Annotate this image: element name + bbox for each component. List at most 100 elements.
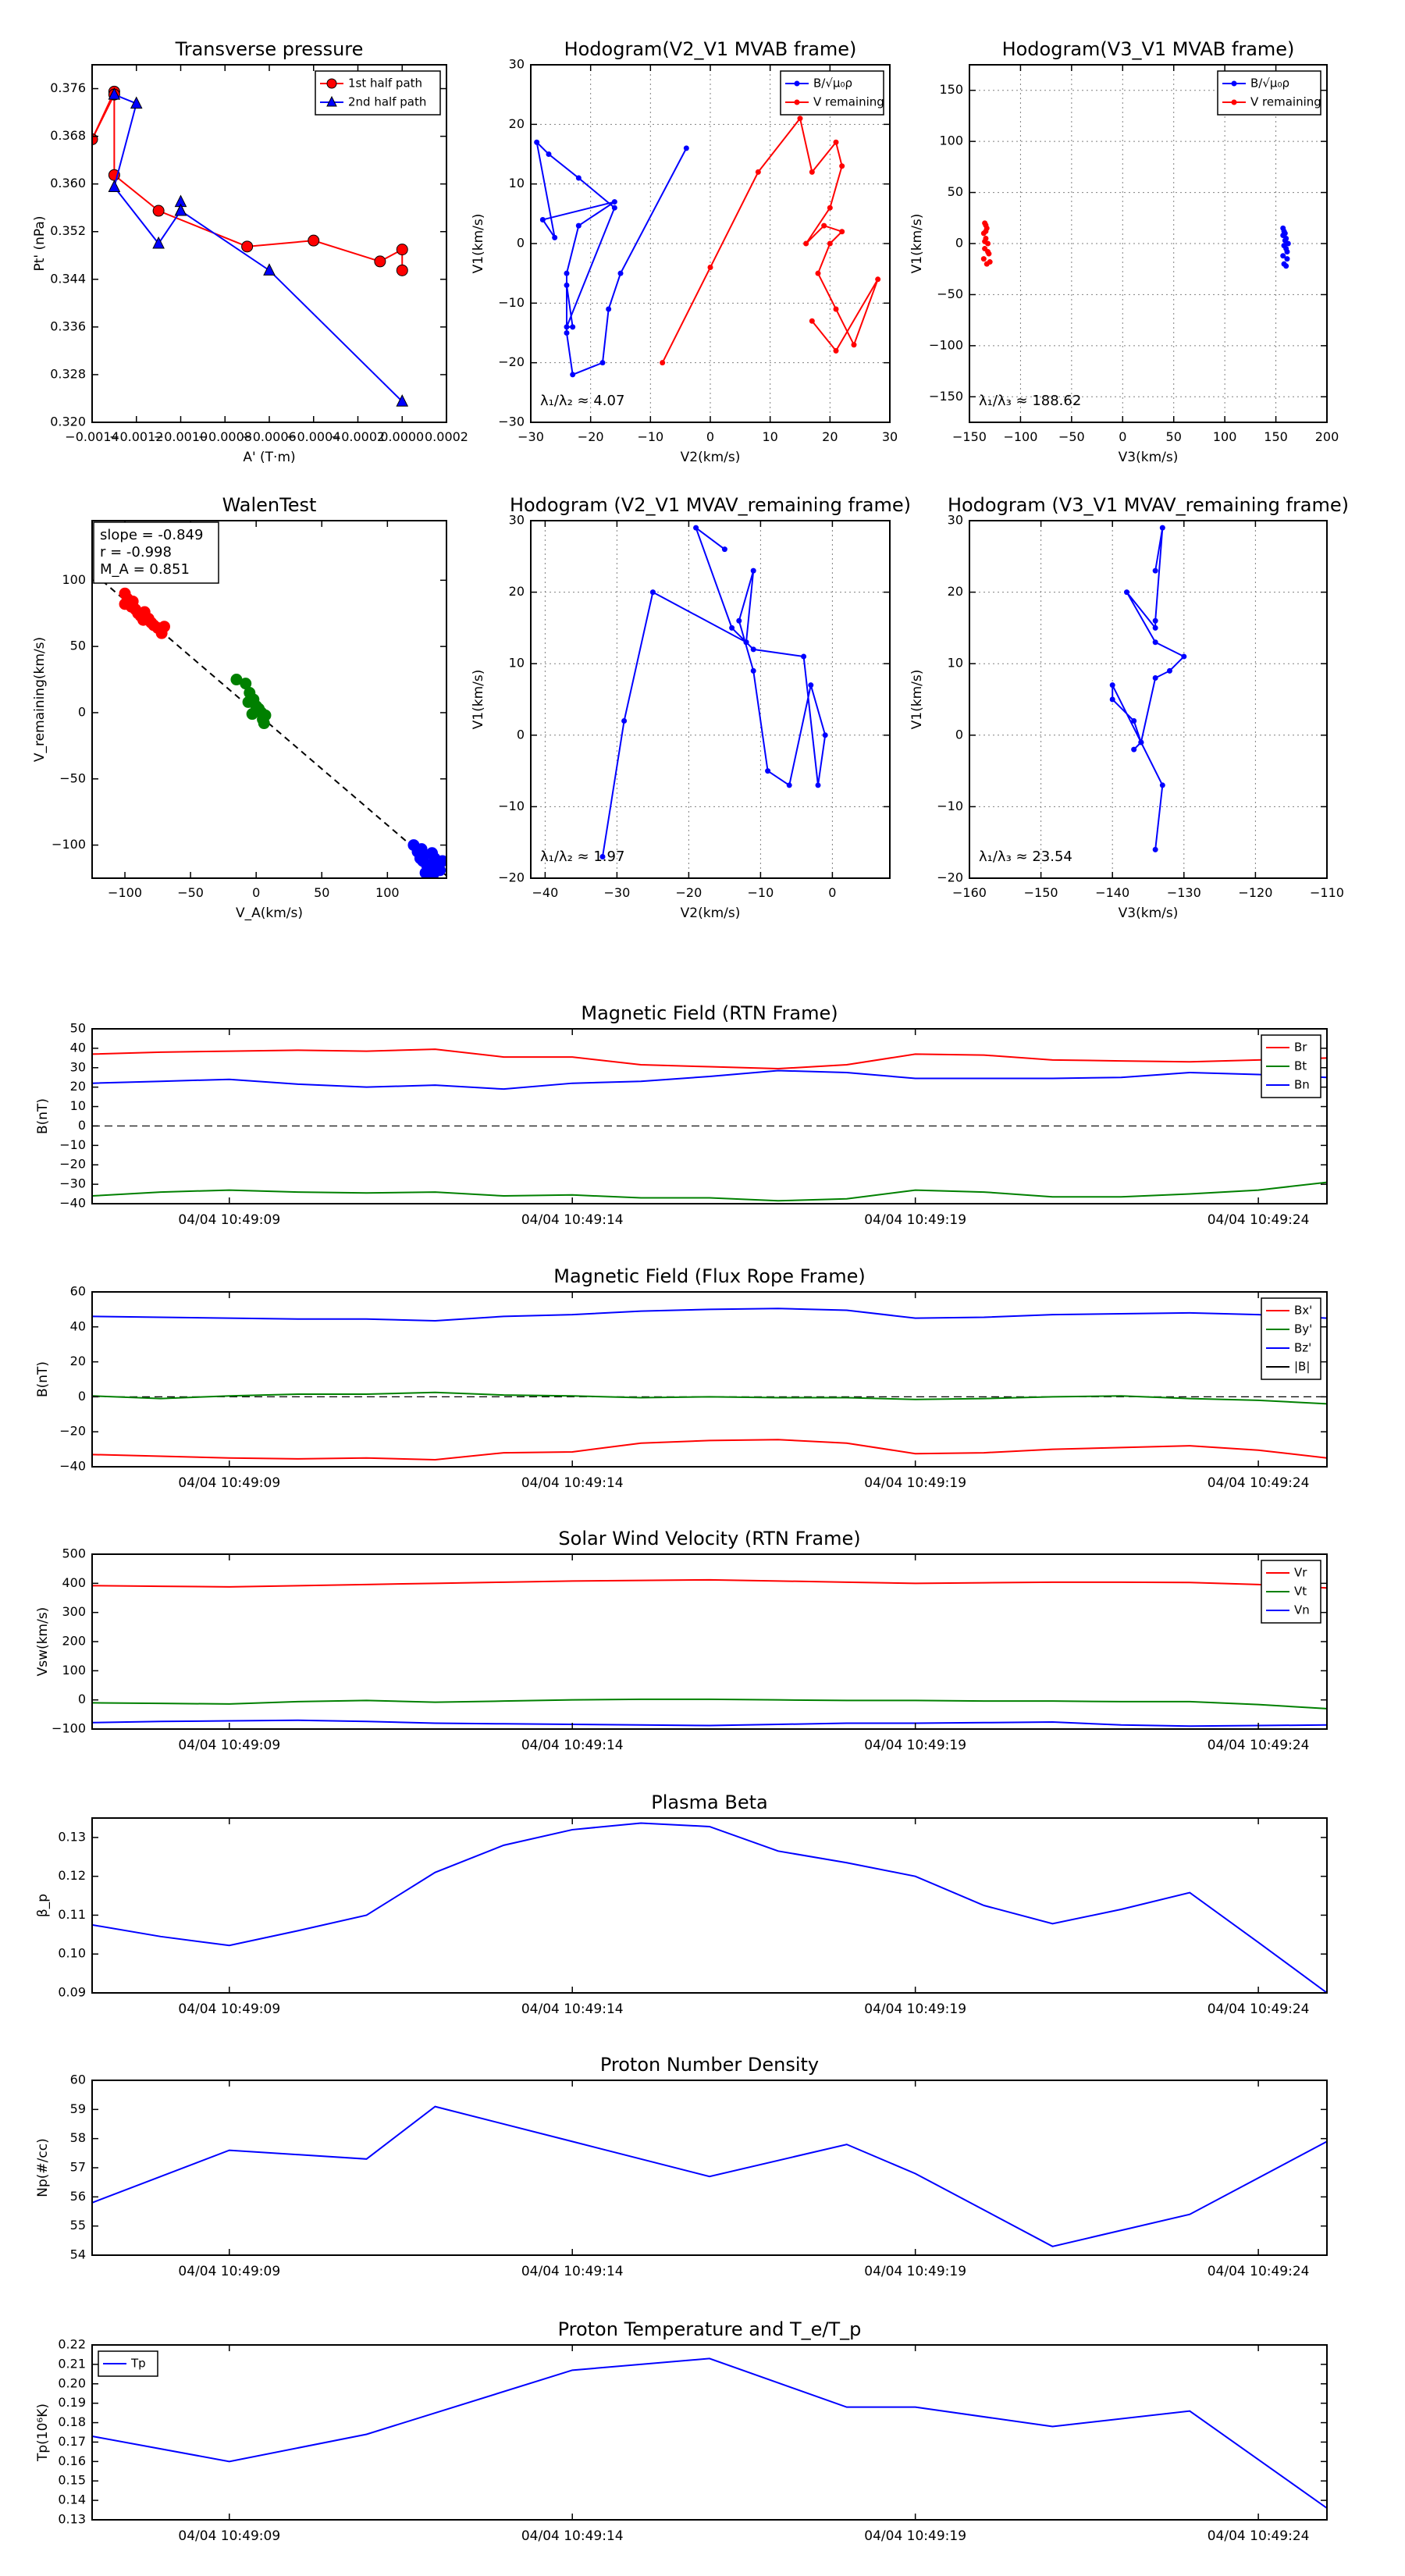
y-tick-label: −20 bbox=[59, 1157, 86, 1172]
series-line bbox=[92, 1069, 1327, 1091]
data-point bbox=[396, 264, 408, 276]
x-tick-label: 04/04 10:49:24 bbox=[1208, 2528, 1310, 2544]
y-tick-label: 50 bbox=[948, 184, 963, 199]
series-Bn bbox=[92, 1069, 1327, 1091]
chart-title: Plasma Beta bbox=[651, 1791, 767, 1813]
chart-title: Proton Temperature and T_e/T_p bbox=[558, 2318, 862, 2340]
data-point bbox=[137, 614, 150, 626]
y-tick-label: 40 bbox=[70, 1318, 86, 1333]
series-line bbox=[92, 2357, 1327, 2509]
data-point bbox=[983, 228, 989, 234]
y-tick-label: 60 bbox=[70, 1284, 86, 1299]
plot-area bbox=[92, 1578, 1327, 1727]
y-tick-label: −10 bbox=[59, 1137, 86, 1152]
y-tick-label: 0.13 bbox=[58, 2512, 86, 2527]
data-point bbox=[1152, 846, 1158, 852]
data-point bbox=[419, 866, 432, 878]
data-point bbox=[374, 255, 386, 268]
plot-frame bbox=[969, 520, 1328, 879]
y-tick-label: 0.12 bbox=[58, 1868, 86, 1883]
data-point bbox=[649, 589, 656, 596]
x-tick-label: −100 bbox=[1003, 429, 1037, 444]
series-B/√μ₀ρ bbox=[534, 139, 689, 378]
legend: B/√μ₀ρ V remaining bbox=[780, 70, 884, 116]
data-point bbox=[1159, 525, 1165, 531]
x-tick-label: 04/04 10:49:09 bbox=[178, 1475, 280, 1491]
x-tick-label: 04/04 10:49:24 bbox=[1208, 2001, 1310, 2017]
legend-label: Vt bbox=[1294, 1585, 1307, 1599]
data-point bbox=[839, 163, 845, 169]
x-tick-label: 04/04 10:49:14 bbox=[521, 2264, 624, 2279]
series-Vt bbox=[92, 1698, 1327, 1710]
legend-label: Vn bbox=[1294, 1603, 1310, 1617]
chart-mag-fluxrope: Magnetic Field (Flux Rope Frame) 04/04 10… bbox=[35, 1265, 1328, 1491]
plot-frame bbox=[91, 64, 447, 423]
plot-area bbox=[92, 1822, 1327, 1993]
x-tick-label: 0 bbox=[252, 885, 260, 900]
y-tick-label: 57 bbox=[70, 2160, 86, 2175]
x-axis-label: A' (T·m) bbox=[243, 450, 295, 465]
y-tick-label: −20 bbox=[498, 354, 525, 369]
x-tick-label: −0.0008 bbox=[198, 429, 252, 444]
y-tick-label: 10 bbox=[509, 176, 525, 190]
data-point bbox=[575, 175, 582, 181]
data-point bbox=[827, 240, 833, 247]
data-point bbox=[815, 270, 821, 276]
y-tick-label: 0.13 bbox=[58, 1829, 86, 1844]
y-tick-label: 0.14 bbox=[58, 2492, 86, 2507]
legend-label: 2nd half path bbox=[348, 95, 426, 109]
y-tick-label: 0.360 bbox=[50, 176, 86, 190]
legend-label: B/√μ₀ρ bbox=[1250, 76, 1289, 91]
data-point bbox=[1152, 568, 1158, 574]
legend-marker bbox=[794, 80, 800, 87]
plot-frame bbox=[91, 2080, 1328, 2256]
series-By' bbox=[92, 1391, 1327, 1405]
x-axis-label: V_A(km/s) bbox=[236, 906, 303, 921]
y-tick-label: 0 bbox=[955, 236, 963, 251]
y-tick-label: 300 bbox=[62, 1604, 86, 1619]
y-tick-label: 0.320 bbox=[50, 415, 86, 429]
y-tick-label: 100 bbox=[939, 133, 963, 148]
series-V bbox=[599, 525, 828, 860]
series-Bt bbox=[92, 1181, 1327, 1202]
y-tick-label: −10 bbox=[498, 295, 525, 310]
annotation: λ₁/λ₃ ≈ 23.54 bbox=[979, 849, 1072, 865]
data-point bbox=[765, 768, 771, 774]
x-tick-label: 100 bbox=[375, 885, 400, 900]
x-axis-label: V2(km/s) bbox=[681, 906, 741, 921]
data-point bbox=[426, 847, 439, 859]
y-tick-label: 500 bbox=[62, 1546, 86, 1561]
x-tick-label: 04/04 10:49:09 bbox=[178, 2001, 280, 2017]
y-axis-label: Vsw(km/s) bbox=[35, 1607, 51, 1677]
chart-title: Hodogram(V3_V1 MVAB frame) bbox=[1002, 38, 1295, 60]
series-line bbox=[92, 1578, 1327, 1589]
x-tick-label: −100 bbox=[108, 885, 142, 900]
plot-frame bbox=[91, 1291, 1328, 1468]
data-point bbox=[575, 222, 582, 229]
y-tick-label: −50 bbox=[59, 770, 86, 785]
legend-frame bbox=[315, 70, 441, 116]
data-point bbox=[152, 205, 165, 217]
data-point bbox=[539, 216, 546, 222]
legend-label: V remaining bbox=[1250, 95, 1321, 109]
data-point bbox=[750, 646, 756, 653]
x-axis-label: V2(km/s) bbox=[681, 450, 741, 465]
data-point bbox=[1131, 717, 1137, 724]
data-point bbox=[755, 169, 761, 175]
data-point bbox=[1282, 237, 1288, 244]
y-tick-label: 0.336 bbox=[50, 318, 86, 333]
stats-box-frame bbox=[93, 521, 219, 584]
x-tick-label: −160 bbox=[952, 885, 987, 900]
plot-area bbox=[92, 2105, 1327, 2247]
x-tick-label: 04/04 10:49:09 bbox=[178, 2528, 280, 2544]
x-tick-label: −0.0002 bbox=[331, 429, 385, 444]
series-line bbox=[661, 116, 879, 364]
y-axis-label: V_remaining(km/s) bbox=[32, 637, 48, 762]
data-point bbox=[1280, 253, 1286, 259]
series-line bbox=[92, 1822, 1327, 1993]
data-point bbox=[611, 199, 617, 205]
y-tick-label: 30 bbox=[509, 57, 525, 72]
legend-label: Bz' bbox=[1294, 1341, 1311, 1355]
y-tick-label: −10 bbox=[498, 799, 525, 813]
y-tick-label: 60 bbox=[70, 2073, 86, 2087]
